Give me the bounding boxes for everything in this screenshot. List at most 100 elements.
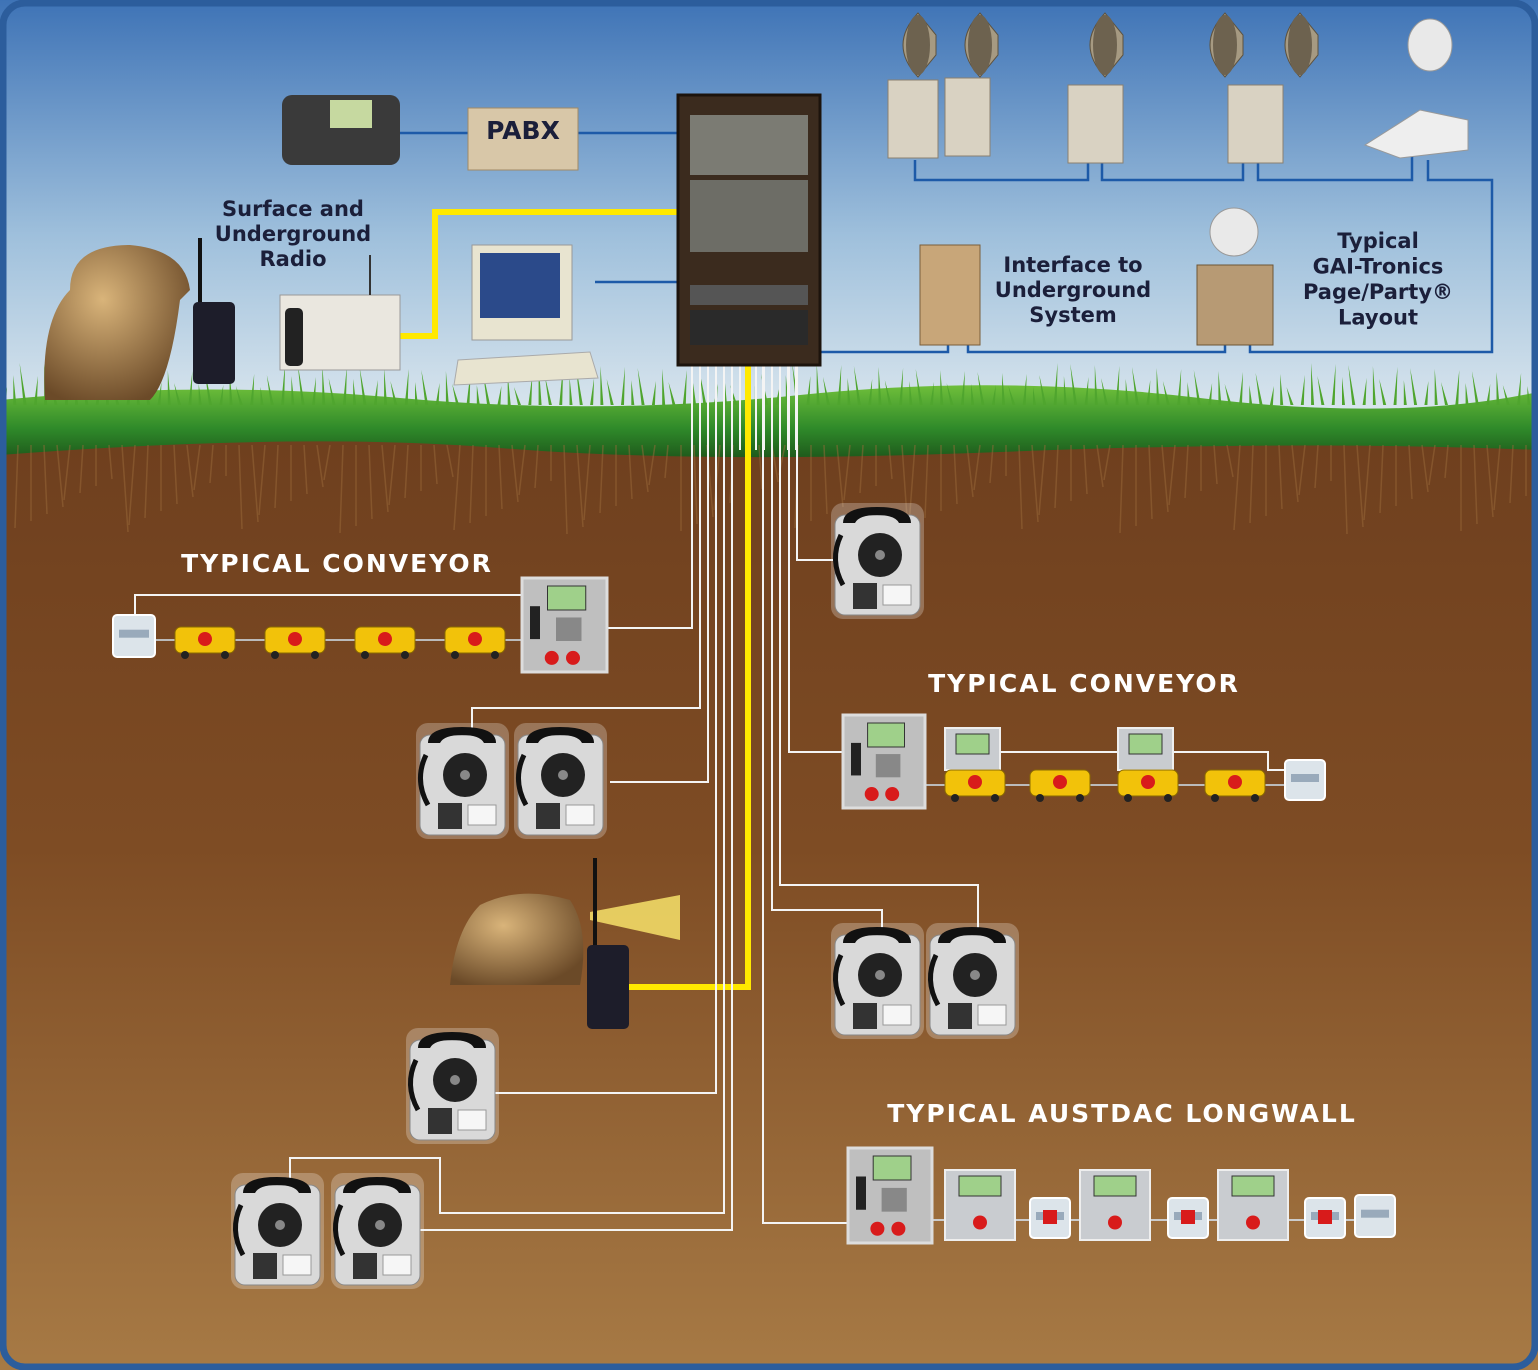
handset bbox=[530, 606, 540, 639]
underground-phone bbox=[231, 1173, 324, 1289]
foot bbox=[991, 794, 999, 802]
rack-panel bbox=[690, 310, 808, 345]
controller bbox=[1080, 1170, 1150, 1240]
stop-button bbox=[968, 775, 982, 789]
section-title: TYPICAL CONVEYOR bbox=[928, 669, 1240, 698]
horn-mouth bbox=[906, 15, 930, 75]
keypad bbox=[853, 1003, 877, 1029]
handset bbox=[856, 1177, 866, 1210]
foot bbox=[271, 651, 279, 659]
section-title: TYPICAL CONVEYOR bbox=[181, 549, 493, 578]
plate bbox=[883, 585, 911, 605]
phone-screen bbox=[330, 100, 372, 128]
label-plate bbox=[1361, 1210, 1389, 1218]
speaker-center bbox=[875, 550, 885, 560]
foot bbox=[311, 651, 319, 659]
rack-panel bbox=[690, 180, 808, 252]
horn-mouth bbox=[968, 15, 992, 75]
horn-mouth bbox=[1213, 15, 1237, 75]
foot bbox=[1076, 794, 1084, 802]
amplifier-box bbox=[1068, 85, 1123, 163]
ceiling-speaker bbox=[1210, 208, 1258, 256]
page-party-box bbox=[1197, 265, 1273, 345]
keypad bbox=[876, 754, 901, 777]
display bbox=[868, 723, 905, 747]
foot bbox=[361, 651, 369, 659]
radio-handset bbox=[285, 308, 303, 366]
plate bbox=[283, 1255, 311, 1275]
plate bbox=[883, 1005, 911, 1025]
underground-phone bbox=[514, 723, 607, 839]
stop-button bbox=[1228, 775, 1242, 789]
section-title: TYPICAL AUSTDAC LONGWALL bbox=[887, 1099, 1357, 1128]
stop-button bbox=[1141, 775, 1155, 789]
handheld-radio bbox=[587, 945, 629, 1029]
diagram: PABXSurface andUndergroundRadioInterface… bbox=[0, 0, 1538, 1370]
button bbox=[870, 1222, 884, 1236]
controller bbox=[945, 1170, 1015, 1240]
underground-phone bbox=[331, 1173, 424, 1289]
display bbox=[956, 734, 989, 754]
foot bbox=[951, 794, 959, 802]
button bbox=[566, 651, 580, 665]
display bbox=[959, 1176, 1001, 1196]
page-party-label: GAI-Tronics bbox=[1313, 255, 1444, 279]
stop-button bbox=[1181, 1210, 1195, 1224]
underground-phone bbox=[831, 923, 924, 1039]
keypad bbox=[536, 803, 560, 829]
foot bbox=[1036, 794, 1044, 802]
amplifier-box bbox=[888, 80, 938, 158]
underground-phone bbox=[926, 923, 1019, 1039]
foot bbox=[221, 651, 229, 659]
stop-button bbox=[1246, 1216, 1260, 1230]
page-party-label: Layout bbox=[1338, 306, 1418, 330]
interface-label: System bbox=[1029, 303, 1116, 327]
page-party-label: Typical bbox=[1337, 229, 1419, 253]
amplifier-box bbox=[945, 78, 990, 156]
keypad bbox=[438, 803, 462, 829]
amplifier-box bbox=[1228, 85, 1283, 163]
keypad bbox=[882, 1188, 907, 1212]
plate bbox=[566, 805, 594, 825]
display bbox=[1129, 734, 1162, 754]
keypad bbox=[253, 1253, 277, 1279]
plate bbox=[468, 805, 496, 825]
display bbox=[873, 1156, 911, 1180]
controller bbox=[945, 728, 1000, 770]
plate bbox=[383, 1255, 411, 1275]
page-party-label: Page/Party® bbox=[1303, 280, 1453, 304]
plate bbox=[458, 1110, 486, 1130]
page: {"labels": { "pabx": "PABX", "radio": ["… bbox=[0, 0, 1538, 1370]
ceiling-speaker bbox=[1408, 19, 1452, 71]
stop-button bbox=[378, 632, 392, 646]
keypad bbox=[948, 1003, 972, 1029]
label-plate bbox=[1291, 774, 1319, 782]
pabx-label: PABX bbox=[486, 116, 560, 145]
speaker-center bbox=[375, 1220, 385, 1230]
button bbox=[545, 651, 559, 665]
stop-button bbox=[1318, 1210, 1332, 1224]
display bbox=[1232, 1176, 1274, 1196]
foot bbox=[451, 651, 459, 659]
foot bbox=[1124, 794, 1132, 802]
control-panel bbox=[848, 1148, 932, 1243]
keypad bbox=[556, 617, 582, 641]
plate bbox=[978, 1005, 1006, 1025]
stop-button bbox=[468, 632, 482, 646]
button bbox=[885, 787, 899, 801]
handset bbox=[851, 743, 861, 776]
keypad bbox=[353, 1253, 377, 1279]
stop-button bbox=[1053, 775, 1067, 789]
foot bbox=[491, 651, 499, 659]
stop-button bbox=[288, 632, 302, 646]
terminator bbox=[1355, 1195, 1395, 1237]
display bbox=[548, 586, 586, 610]
underground-phone bbox=[416, 723, 509, 839]
button bbox=[865, 787, 879, 801]
rack-panel bbox=[690, 115, 808, 175]
interface-label: Underground bbox=[995, 278, 1151, 302]
terminator bbox=[1285, 760, 1325, 800]
radio-label: Underground bbox=[215, 222, 371, 246]
stop-button bbox=[1043, 1210, 1057, 1224]
handheld-radio bbox=[193, 302, 235, 384]
